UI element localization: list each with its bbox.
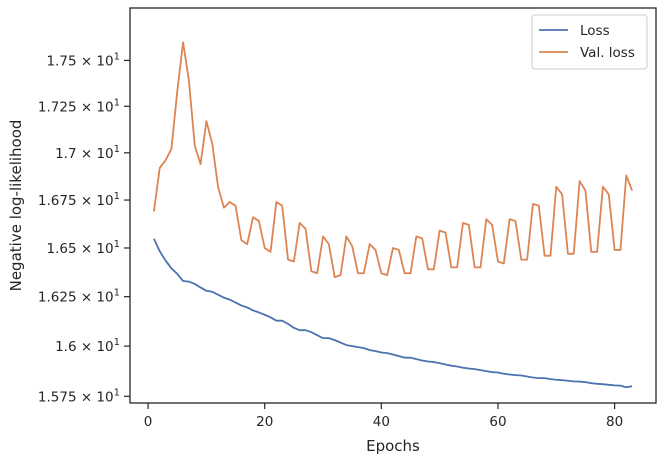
x-tick-label: 40 <box>373 414 390 430</box>
x-axis-ticks: 0 20 40 60 80 <box>144 403 623 430</box>
y-tick-label: 1.725 × 101 <box>38 97 120 115</box>
y-tick-label: 1.675 × 101 <box>38 191 120 209</box>
y-tick-label: 1.65 × 101 <box>46 239 120 257</box>
series-line-loss <box>153 238 633 389</box>
y-tick-label: 1.75 × 101 <box>46 51 120 69</box>
x-tick-label: 0 <box>144 414 153 430</box>
legend-label-loss: Loss <box>580 23 610 39</box>
x-tick-label: 80 <box>606 414 623 430</box>
y-axis-label: Negative log-likelihood <box>7 120 25 292</box>
x-axis-label: Epochs <box>366 437 420 455</box>
y-tick-label: 1.6 × 101 <box>55 337 120 355</box>
y-tick-label: 1.7 × 101 <box>55 144 120 162</box>
series-lines <box>153 41 633 389</box>
legend: Loss Val. loss <box>531 14 648 70</box>
y-tick-label: 1.575 × 101 <box>38 387 120 405</box>
legend-label-val-loss: Val. loss <box>580 45 635 61</box>
plot-area <box>130 8 656 403</box>
legend-box <box>531 14 648 70</box>
x-tick-label: 60 <box>489 414 506 430</box>
x-tick-label: 20 <box>256 414 273 430</box>
series-line-val-loss <box>153 41 633 279</box>
y-tick-label: 1.625 × 101 <box>38 288 120 306</box>
y-axis-ticks: 1.575 × 101 1.6 × 101 1.625 × 101 1.65 × 10… <box>38 51 130 405</box>
plot-frame <box>129 7 657 404</box>
